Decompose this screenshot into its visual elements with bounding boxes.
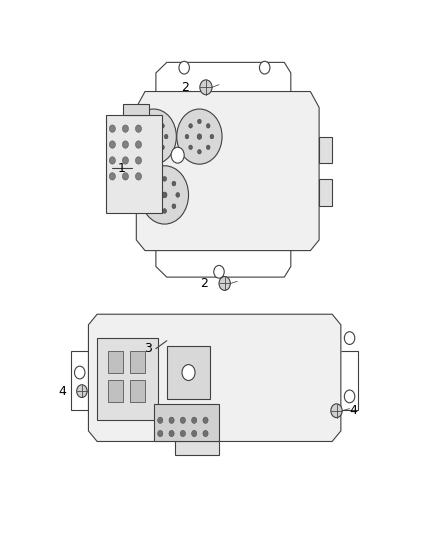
Circle shape <box>139 134 143 139</box>
Circle shape <box>135 173 141 180</box>
Circle shape <box>122 125 128 132</box>
Circle shape <box>122 141 128 148</box>
Circle shape <box>131 109 177 164</box>
Circle shape <box>143 145 147 150</box>
FancyBboxPatch shape <box>123 104 149 115</box>
Circle shape <box>203 430 208 437</box>
Text: 4: 4 <box>350 404 357 417</box>
Circle shape <box>180 417 185 423</box>
Circle shape <box>189 124 192 128</box>
Circle shape <box>143 124 147 128</box>
Circle shape <box>153 181 157 186</box>
Circle shape <box>141 166 188 224</box>
FancyBboxPatch shape <box>176 441 219 455</box>
Circle shape <box>158 430 163 437</box>
Circle shape <box>161 124 164 128</box>
Circle shape <box>162 208 166 213</box>
Circle shape <box>210 134 214 139</box>
Circle shape <box>206 145 210 150</box>
Circle shape <box>182 365 195 381</box>
Circle shape <box>110 125 116 132</box>
FancyBboxPatch shape <box>108 381 123 402</box>
FancyBboxPatch shape <box>319 136 332 163</box>
Circle shape <box>152 150 155 154</box>
Circle shape <box>344 390 355 403</box>
Circle shape <box>122 157 128 164</box>
Circle shape <box>180 430 185 437</box>
Circle shape <box>164 134 168 139</box>
Circle shape <box>77 385 87 398</box>
Circle shape <box>191 430 197 437</box>
Circle shape <box>179 61 189 74</box>
FancyBboxPatch shape <box>154 405 219 441</box>
Circle shape <box>110 173 116 180</box>
Circle shape <box>197 134 201 139</box>
FancyBboxPatch shape <box>319 179 332 206</box>
Circle shape <box>171 147 184 163</box>
FancyBboxPatch shape <box>106 115 162 214</box>
Circle shape <box>206 124 210 128</box>
Circle shape <box>135 141 141 148</box>
Polygon shape <box>88 314 341 441</box>
Circle shape <box>110 157 116 164</box>
Circle shape <box>135 157 141 164</box>
Text: 1: 1 <box>117 162 125 175</box>
Circle shape <box>153 204 157 208</box>
Circle shape <box>176 192 180 197</box>
Circle shape <box>161 145 164 150</box>
FancyBboxPatch shape <box>97 338 158 420</box>
FancyBboxPatch shape <box>130 351 145 373</box>
Circle shape <box>198 150 201 154</box>
Circle shape <box>189 145 192 150</box>
Circle shape <box>169 430 174 437</box>
Circle shape <box>214 265 224 278</box>
Circle shape <box>172 181 176 186</box>
Circle shape <box>191 417 197 423</box>
Text: 2: 2 <box>180 81 188 94</box>
Polygon shape <box>136 92 319 251</box>
Circle shape <box>219 277 230 290</box>
FancyBboxPatch shape <box>167 346 210 399</box>
Circle shape <box>162 192 167 198</box>
FancyBboxPatch shape <box>108 351 123 373</box>
Circle shape <box>110 141 116 148</box>
Circle shape <box>122 173 128 180</box>
Text: 3: 3 <box>144 342 152 355</box>
Circle shape <box>149 192 153 197</box>
Circle shape <box>200 80 212 95</box>
Circle shape <box>135 125 141 132</box>
Circle shape <box>158 417 163 423</box>
FancyBboxPatch shape <box>130 381 145 402</box>
Circle shape <box>185 134 189 139</box>
Circle shape <box>152 134 156 139</box>
Circle shape <box>74 366 85 379</box>
Circle shape <box>169 417 174 423</box>
Text: 4: 4 <box>59 385 67 398</box>
Circle shape <box>198 119 201 124</box>
Circle shape <box>344 332 355 344</box>
Circle shape <box>152 119 155 124</box>
Circle shape <box>203 417 208 423</box>
Circle shape <box>331 404 342 418</box>
Circle shape <box>177 109 222 164</box>
Circle shape <box>172 204 176 208</box>
Circle shape <box>162 176 166 181</box>
Text: 2: 2 <box>200 277 208 290</box>
Circle shape <box>259 61 270 74</box>
